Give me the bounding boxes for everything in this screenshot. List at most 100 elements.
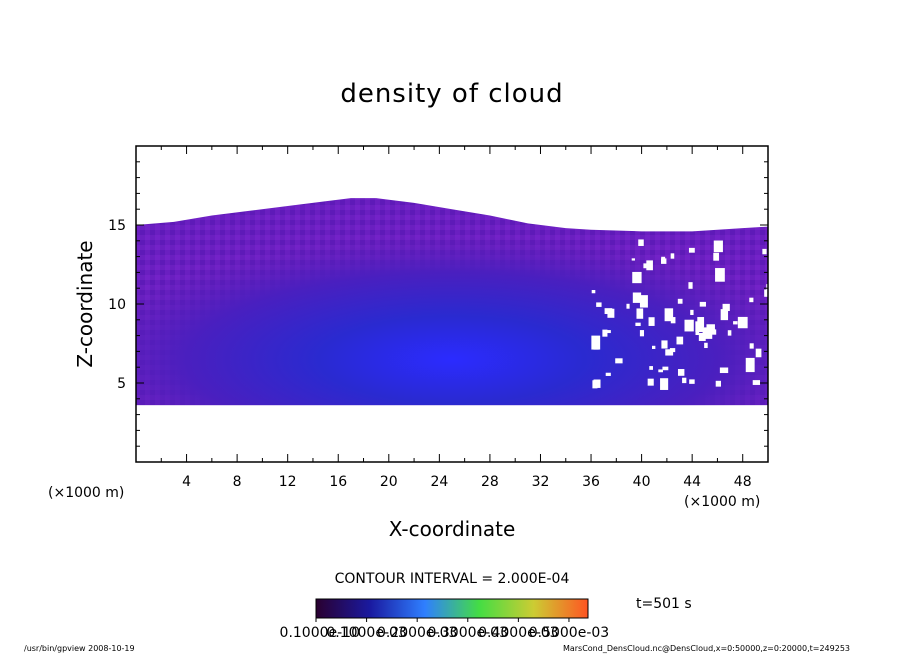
colorbar-label: 0.5000e-03: [529, 625, 609, 641]
clear-patch: [682, 377, 687, 384]
y-unit-label: (×1000 m): [48, 485, 124, 501]
chart-title: density of cloud: [340, 79, 563, 109]
clear-patch: [764, 289, 768, 297]
colorbar-label: 0.1000e-10: [280, 625, 360, 641]
clear-patch: [670, 317, 676, 324]
clear-patch: [688, 282, 693, 289]
clear-patch: [667, 313, 672, 318]
clear-patch: [649, 366, 653, 370]
clear-patch: [662, 366, 669, 371]
clear-patch: [632, 292, 642, 303]
x-tick-label: 44: [683, 474, 701, 490]
x-tick-label: 40: [633, 474, 651, 490]
clear-patch: [766, 284, 768, 291]
contour-interval: CONTOUR INTERVAL = 2.000E-04: [335, 571, 570, 587]
clear-patch: [639, 295, 648, 308]
cloud-core: [136, 198, 768, 406]
clear-patch: [702, 327, 713, 339]
clear-patch: [648, 317, 655, 326]
colorbar-ticks: [315, 618, 570, 622]
clear-patch: [689, 379, 695, 384]
clear-patch: [602, 329, 608, 337]
clear-patch: [658, 369, 663, 373]
clear-patch: [660, 378, 669, 390]
clear-patch: [690, 309, 694, 316]
y-tick-label: 5: [117, 376, 126, 392]
x-tick-label: 48: [734, 474, 752, 490]
clear-patch: [722, 303, 730, 312]
clear-patch: [636, 308, 644, 319]
clear-patch: [713, 240, 723, 253]
plot-area: [136, 198, 768, 406]
colorbar-label: 0.2000e-03: [377, 625, 457, 641]
clear-patch: [615, 358, 623, 364]
clear-patch: [719, 367, 729, 374]
clear-patch: [646, 260, 653, 271]
y-axis-label: Z-coordinate: [73, 240, 97, 367]
x-unit-label: (×1000 m): [684, 494, 760, 510]
colorbar-label: 0.1000e-03: [326, 625, 406, 641]
clear-patch: [670, 253, 675, 259]
clear-patch: [647, 378, 654, 386]
clear-patch: [661, 256, 666, 260]
clear-patch: [709, 329, 717, 335]
clear-patch: [677, 369, 685, 376]
x-axis-ticks: 4 8 12 16 20 24 28 32 36 40 44 48: [135, 146, 769, 490]
clear-patch: [749, 343, 754, 349]
clear-patch: [752, 380, 761, 385]
clear-patch: [661, 258, 667, 264]
x-tick-label: 24: [430, 474, 448, 490]
clear-patch: [697, 317, 705, 328]
time-label: t=501 s: [636, 596, 692, 612]
clear-patch: [698, 332, 706, 341]
clear-patch: [715, 268, 725, 282]
clear-patch: [684, 319, 694, 332]
colorbar-labels: 0.1000e-100.1000e-030.2000e-030.3000e-03…: [280, 625, 610, 641]
y-tick-label: 10: [108, 297, 126, 313]
clear-patch: [606, 330, 611, 334]
clear-patch: [635, 322, 641, 326]
clear-patch: [704, 342, 708, 349]
clear-patch: [745, 357, 755, 373]
clear-patch: [605, 372, 611, 376]
x-tick-label: 16: [329, 474, 347, 490]
clear-patch: [713, 252, 719, 261]
x-tick-label: 32: [532, 474, 550, 490]
x-axis-label: X-coordinate: [389, 517, 516, 541]
clear-patch: [639, 330, 645, 337]
clear-patch: [737, 316, 748, 329]
clear-patch: [755, 348, 762, 358]
x-tick-label: 4: [182, 474, 191, 490]
clear-patch: [661, 340, 668, 349]
clear-patch: [591, 289, 596, 294]
clear-patch: [695, 331, 700, 336]
clear-patch: [727, 330, 732, 336]
colorbar-label: 0.3000e-03: [428, 625, 508, 641]
clear-patch: [638, 239, 644, 246]
clear-patch: [651, 345, 656, 349]
x-tick-label: 28: [481, 474, 499, 490]
clear-patch: [607, 308, 615, 318]
x-tick-label: 36: [582, 474, 600, 490]
cloud-clear-patches: [591, 239, 768, 390]
clear-patch: [762, 248, 767, 255]
clear-patch: [593, 379, 601, 388]
clear-patch: [631, 258, 635, 261]
clear-patch: [677, 298, 683, 304]
y-tick-label: 15: [108, 218, 126, 234]
colorbar-label: 0.4000e-03: [478, 625, 558, 641]
clear-patch: [643, 263, 650, 269]
clear-patch: [596, 302, 602, 307]
x-tick-label: 12: [279, 474, 297, 490]
y-axis-ticks: 5 10 15: [108, 145, 768, 463]
footer-right: MarsCond_DensCloud.nc@DensCloud,x=0:5000…: [563, 644, 850, 653]
clear-patch: [688, 247, 695, 253]
clear-patch: [626, 303, 630, 309]
x-tick-label: 20: [380, 474, 398, 490]
footer-left: /usr/bin/gpview 2008-10-19: [24, 644, 135, 653]
clear-patch: [665, 349, 674, 356]
clear-patch: [676, 336, 684, 345]
clear-patch: [632, 271, 642, 284]
clear-patch: [591, 335, 601, 350]
